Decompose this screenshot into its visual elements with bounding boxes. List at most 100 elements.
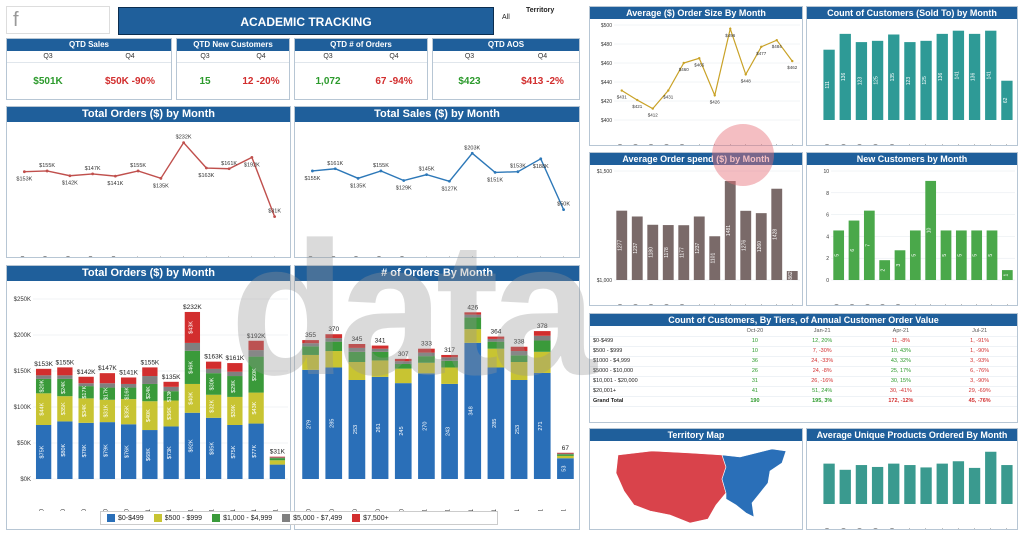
y-tick-label: $0K (20, 477, 31, 483)
total-sales-line-panel: Total Sales ($) by Month $155K $161K $135K… (294, 106, 580, 258)
data-point (204, 166, 208, 170)
bar (848, 220, 860, 280)
bar-segment (142, 383, 158, 402)
data-point (636, 98, 639, 102)
y-tick-label: 6 (826, 213, 829, 219)
x-tick-label: Nov-20 (89, 256, 95, 258)
y-tick-label: $460 (601, 61, 612, 67)
bar-segment (120, 424, 137, 479)
segment-label: $30K (210, 377, 216, 390)
bar-segment (441, 383, 458, 479)
data-label: $161K (221, 161, 237, 167)
bar-segment (35, 393, 52, 425)
x-tick-label: May-21 (757, 304, 763, 306)
data-point (562, 208, 565, 211)
us-territory-map[interactable] (590, 441, 803, 530)
avg-order-spend-chart: $1,000 $1,500 1277 1237 1180 1178 1177 1237 1101… (597, 169, 800, 306)
y-tick-label: $100K (14, 405, 31, 411)
segment-label: 261 (376, 423, 382, 432)
kpi-q3-label: Q3 (464, 53, 475, 60)
table-row: $10,001 - $20,000 31 26, -16% 30, 15% 3, -90… (590, 376, 1017, 387)
map-region-east[interactable] (721, 448, 787, 518)
bar (968, 467, 981, 504)
bar-label: 136 (938, 73, 944, 82)
x-tick-label: Feb-21 (927, 304, 933, 306)
data-point (182, 141, 186, 145)
data-point (68, 174, 72, 178)
bar-segment (533, 335, 551, 341)
x-tick-label: Dec-20 (400, 256, 406, 258)
table-cell: 51, 24% (784, 386, 860, 397)
x-tick-label: Oct-20 (66, 256, 72, 258)
territory-filter-value[interactable]: All (502, 14, 510, 21)
bar-segment (57, 421, 73, 479)
segment-label: 279 (307, 420, 313, 429)
y-tick-label: $400 (601, 118, 612, 124)
bar-segment (557, 455, 574, 459)
data-point (539, 157, 543, 161)
bar-segment (325, 341, 343, 352)
x-tick-label: Nov-20 (874, 144, 880, 146)
legend-item[interactable]: $500 - $999 (153, 514, 202, 522)
panel-title: Average ($) Order Size By Month (590, 7, 802, 19)
bar-segment (557, 458, 574, 479)
bar-segment (57, 378, 73, 397)
bar-segment (487, 338, 505, 342)
bar (855, 465, 868, 504)
panel-title: Territory Map (590, 429, 802, 441)
bar-total-label: 364 (490, 329, 501, 336)
data-point (333, 167, 337, 171)
bar (920, 467, 932, 504)
bar-label: 5 (973, 254, 979, 257)
stacked-sales-panel: Total Orders ($) by Month $0K $50K $100K $1… (6, 265, 291, 530)
bar-segment (557, 452, 574, 454)
data-point (356, 176, 360, 180)
x-tick-label: Oct-20 (857, 528, 863, 530)
x-tick-label: Oct-20 (82, 508, 88, 511)
bar-segment (99, 399, 116, 423)
bar-label: 1428 (773, 229, 779, 240)
legend-item[interactable]: $0-$499 (107, 514, 144, 522)
segment-label: $24K (146, 386, 152, 399)
data-label: $147K (85, 166, 101, 172)
bar-segment (248, 356, 264, 393)
bar-segment (269, 458, 286, 461)
bar-total-label: $153K (34, 361, 53, 368)
data-label: $151K (487, 177, 503, 183)
column-header: Apr-21 (859, 326, 943, 337)
bar-segment (487, 336, 505, 339)
y-tick-label: $1,000 (597, 278, 613, 284)
table-cell: 1, -91% (942, 336, 1017, 347)
legend-item[interactable]: $1,000 - $4,999 (212, 514, 272, 522)
kpi-title: QTD # of Orders (295, 39, 427, 51)
bar-segment (418, 362, 435, 374)
data-point (311, 169, 314, 173)
data-label: $448 (741, 78, 752, 83)
bar-segment (348, 344, 366, 348)
x-tick-label: Jun-21 (248, 256, 254, 258)
bar-segment (464, 312, 482, 315)
kpi-qtd-orders: QTD # of Orders Q3 Q4 1,072 67 -94% (294, 38, 428, 100)
segment-label: $85K (210, 442, 216, 455)
kpi-qtd-new-customers: QTD New Customers Q3 Q4 15 12 -20% (176, 38, 290, 100)
y-tick-label: 8 (826, 191, 829, 197)
data-point (22, 170, 26, 174)
segment-label: $35K (125, 405, 131, 418)
legend-item[interactable]: $5,000 - $7,499 (282, 514, 342, 522)
x-tick-label: Jun-21 (988, 304, 994, 306)
legend-item[interactable]: $7,500+ (352, 514, 389, 522)
data-label: $460 (679, 67, 690, 72)
bar-label: 1277 (618, 240, 624, 251)
bar (839, 469, 851, 504)
bar-label: 862 (788, 271, 794, 280)
x-tick-label: Aug-20 (40, 508, 46, 511)
x-tick-label: Jun-21 (987, 144, 993, 146)
bar-total-label: 67 (562, 445, 570, 452)
table-cell: 24, -8% (784, 366, 860, 377)
table-cell: 31 (724, 376, 785, 387)
map-region-west[interactable] (615, 450, 727, 524)
panel-title: Count of Customers (Sold To) by Month (807, 7, 1017, 19)
bar-label: 125 (874, 76, 880, 85)
bar-label: 136 (971, 73, 977, 82)
segment-label: 285 (492, 419, 498, 428)
